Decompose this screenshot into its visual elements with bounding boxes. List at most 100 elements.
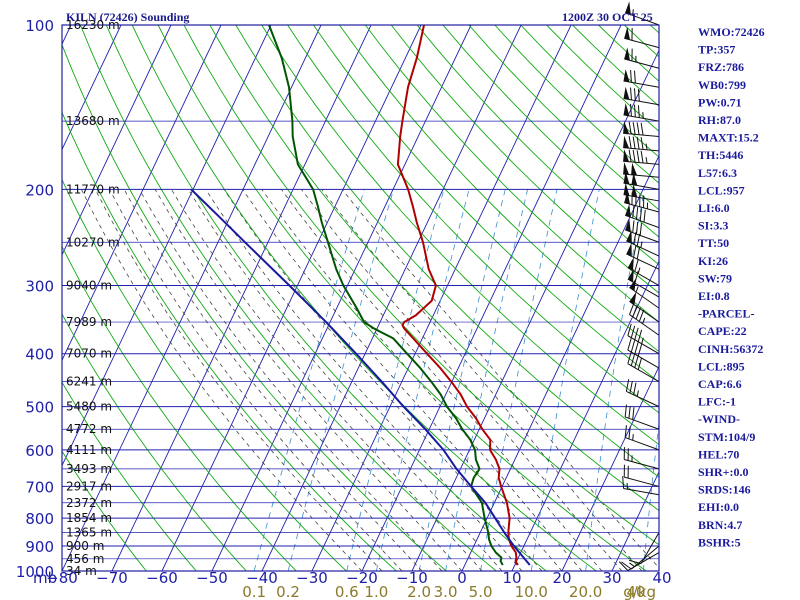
wind-barb — [623, 121, 660, 137]
wind-barb — [623, 69, 660, 88]
wind-barb — [623, 86, 660, 106]
barb-flag — [629, 380, 633, 394]
temperature-tick-label: −40 — [246, 569, 278, 587]
wind-barb — [626, 230, 660, 257]
barb-flag — [637, 329, 643, 342]
height-label: 456 m — [66, 552, 104, 566]
barb-flag — [628, 121, 632, 135]
mixing-ratio-label: 0.6 — [335, 583, 359, 600]
wind-barb — [625, 204, 660, 229]
barb-flag — [633, 245, 637, 258]
pressure-tick-label: 100 — [25, 17, 54, 35]
index-item: CAPE:22 — [698, 324, 747, 338]
barb-staff — [624, 459, 660, 470]
barb-flag — [624, 404, 627, 417]
temperature-tick-label: −30 — [296, 569, 328, 587]
moist-adiabat — [154, 189, 463, 571]
barb-flag — [628, 426, 631, 439]
barb-flag — [634, 259, 639, 272]
mixing-ratio-label: 10.0 — [515, 583, 548, 600]
station-title: KILN (72426) Sounding — [66, 10, 189, 24]
barb-pennant — [623, 121, 630, 134]
barb-flag — [637, 344, 643, 357]
barb-pennant — [629, 277, 637, 291]
index-item: LCL:957 — [698, 183, 745, 197]
index-item: TT:50 — [698, 236, 729, 250]
index-item: EHI:0.0 — [698, 500, 739, 514]
barb-flag — [635, 207, 639, 220]
height-label: 1365 m — [66, 525, 112, 539]
barb-pennant — [624, 47, 631, 61]
barb-flag — [622, 476, 625, 489]
barb-staff — [623, 98, 660, 106]
wind-barb — [626, 243, 660, 270]
barb-flag — [635, 307, 641, 320]
index-item: STM:104/9 — [698, 430, 755, 444]
index-item: SRDS:146 — [698, 483, 751, 497]
height-label: 7070 m — [66, 347, 112, 361]
temperature-tick-label: 40 — [652, 569, 671, 587]
height-label: 2372 m — [66, 496, 112, 510]
sounding-traces — [190, 25, 531, 566]
barb-flag — [633, 382, 637, 395]
barb-pennant — [625, 204, 631, 218]
barb-flag — [636, 150, 640, 163]
height-label: 13680 m — [66, 114, 120, 128]
barb-staff — [629, 287, 660, 309]
barb-half — [642, 317, 646, 324]
barb-flag — [640, 137, 644, 150]
barb-flag — [639, 208, 642, 221]
pressure-tick-label: 600 — [25, 442, 54, 460]
temperature-tick-label: 30 — [602, 569, 621, 587]
barb-flag — [630, 103, 632, 117]
moist-adiabat — [139, 189, 443, 571]
height-label: 34 m — [66, 564, 97, 578]
height-label: 10270 m — [66, 235, 120, 249]
height-label: 6241 m — [66, 375, 112, 389]
mixing-ratio-label: 1.0 — [364, 583, 388, 600]
barb-half — [645, 157, 648, 164]
wind-barb — [623, 103, 660, 122]
pressure-tick-label: 900 — [25, 538, 54, 556]
wind-barb — [624, 191, 660, 213]
index-item: SHR+:0.0 — [698, 465, 749, 479]
isotherm-line — [62, 25, 272, 467]
wind-barb — [625, 1, 660, 26]
temperature-tick-label: 20 — [552, 569, 571, 587]
barb-flag — [633, 88, 636, 101]
barb-flag — [628, 136, 632, 149]
height-label: 9040 m — [66, 279, 112, 293]
barb-pennant — [625, 1, 631, 15]
index-item: CAP:6.6 — [698, 377, 742, 391]
barb-flag — [627, 323, 632, 336]
barb-flag — [634, 327, 639, 340]
index-item: MAXT:15.2 — [698, 131, 759, 145]
barb-staff — [626, 390, 660, 408]
barb-pennant — [627, 257, 634, 271]
isotherm-line — [511, 260, 659, 571]
index-item: BRN:4.7 — [698, 518, 742, 532]
mixing-ratio-label: 20.0 — [569, 583, 602, 600]
wind-barb — [629, 302, 660, 336]
barb-staff — [623, 80, 660, 88]
barb-staff — [625, 437, 660, 451]
wind-barb — [624, 26, 660, 49]
barb-pennant — [623, 182, 630, 196]
index-item: CINH:56372 — [698, 342, 763, 356]
index-item: TH:5446 — [698, 148, 743, 162]
pressure-tick-label: 300 — [25, 278, 54, 296]
isotherm-line — [111, 25, 372, 571]
index-item: -WIND- — [698, 412, 740, 426]
wind-barb — [623, 447, 660, 470]
wind-barb — [623, 149, 660, 165]
index-item: LI:6.0 — [698, 201, 730, 215]
barb-pennant — [626, 230, 632, 244]
barb-pennant — [623, 103, 630, 116]
barb-pennant — [627, 268, 634, 283]
wind-barbs — [618, 1, 660, 571]
wind-barb — [623, 171, 660, 190]
index-item: WB0:799 — [698, 78, 746, 92]
isotherm-line — [62, 25, 222, 362]
barb-staff — [623, 488, 660, 496]
